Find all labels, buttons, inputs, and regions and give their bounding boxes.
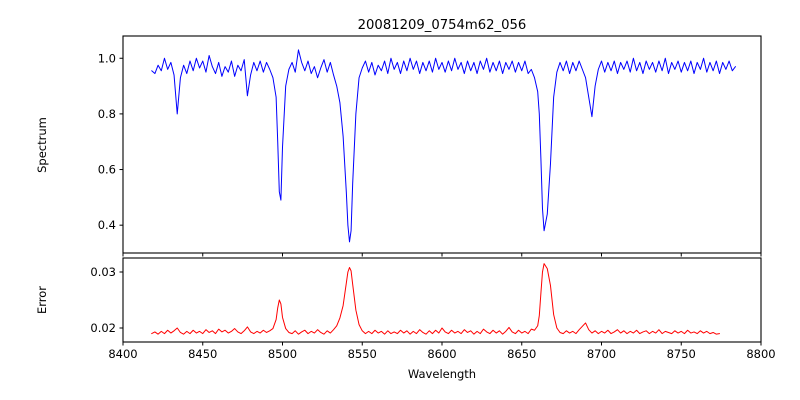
error-line: [151, 263, 721, 335]
error-y-axis-label: Error: [35, 286, 49, 314]
spectrum-y-tick-label: 1.0: [98, 51, 116, 65]
error-x-tick-label: 8800: [746, 347, 775, 361]
spectrum-y-tick-label: 0.6: [98, 163, 116, 177]
error-x-tick-label: 8550: [348, 347, 377, 361]
error-y-tick-label: 0.02: [90, 321, 116, 335]
spectrum-panel: 0.4 0.6 0.8 1.0 Spectrum: [35, 35, 762, 257]
error-x-tick-label: 8700: [587, 347, 616, 361]
spectrum-y-tick-label: 0.4: [98, 218, 116, 232]
error-x-tick-label: 8600: [427, 347, 456, 361]
spectrum-plot-area: [123, 36, 761, 253]
error-y-tick-label: 0.03: [90, 265, 116, 279]
x-axis-label: Wavelength: [408, 367, 476, 381]
error-x-tick-label: 8400: [108, 347, 137, 361]
spectrum-y-axis-label: Spectrum: [35, 117, 49, 173]
error-panel: 0.02 0.03 8400 8450 8500 8550 8600 8650 8700 875…: [35, 257, 776, 381]
error-x-tick-label: 8500: [268, 347, 297, 361]
spectrum-y-tick-label: 0.8: [98, 107, 116, 121]
error-y-tick-group: 0.02 0.03: [90, 265, 123, 335]
figure-title: 20081209_0754m62_056: [358, 18, 527, 33]
error-x-tick-label: 8650: [507, 347, 536, 361]
error-x-tick-label: 8450: [188, 347, 217, 361]
spectrum-y-tick-group: 0.4 0.6 0.8 1.0: [98, 51, 123, 232]
error-x-tick-label: 8750: [667, 347, 696, 361]
error-x-tick-group: 8400 8450 8500 8550 8600 8650 8700 8750 8800: [108, 342, 776, 361]
spectrum-line: [151, 49, 736, 243]
spectrum-x-tick-group: [122, 253, 762, 257]
